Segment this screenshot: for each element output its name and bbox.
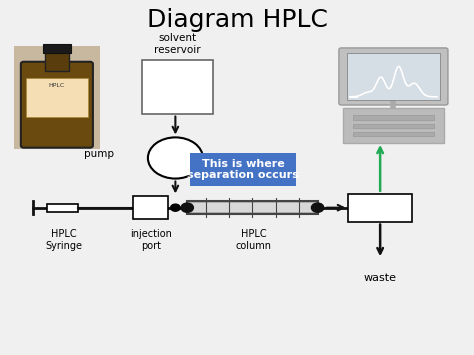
Bar	[187, 201, 318, 214]
Text: pump: pump	[84, 149, 114, 159]
Circle shape	[181, 203, 193, 212]
Text: HPLC
Syringe: HPLC Syringe	[46, 229, 82, 251]
Bar	[43, 44, 71, 53]
Text: waste: waste	[364, 273, 397, 283]
Text: detector: detector	[356, 203, 404, 213]
Text: HPLC: HPLC	[49, 83, 65, 88]
Bar	[189, 203, 316, 212]
Text: Diagram HPLC: Diagram HPLC	[146, 7, 328, 32]
Bar	[26, 78, 88, 117]
Bar	[142, 60, 213, 114]
Bar	[353, 132, 434, 136]
Bar	[348, 194, 412, 222]
Circle shape	[148, 137, 203, 179]
Circle shape	[171, 204, 180, 211]
Bar	[347, 53, 440, 99]
Bar	[14, 80, 100, 93]
Bar	[14, 66, 100, 78]
Bar	[47, 204, 78, 212]
Text: This is where
separation occurs: This is where separation occurs	[187, 159, 299, 180]
Bar	[45, 51, 69, 71]
Bar	[133, 196, 168, 219]
Bar	[190, 153, 296, 186]
Bar	[353, 124, 434, 128]
Text: HPLC
column: HPLC column	[236, 229, 272, 251]
FancyBboxPatch shape	[343, 108, 444, 143]
Bar	[353, 115, 434, 120]
Text: solvent
reservoir: solvent reservoir	[155, 33, 201, 55]
FancyBboxPatch shape	[339, 48, 448, 105]
FancyBboxPatch shape	[21, 62, 93, 148]
Text: injection
port: injection port	[130, 229, 172, 251]
Bar	[14, 46, 100, 149]
Circle shape	[311, 203, 324, 212]
